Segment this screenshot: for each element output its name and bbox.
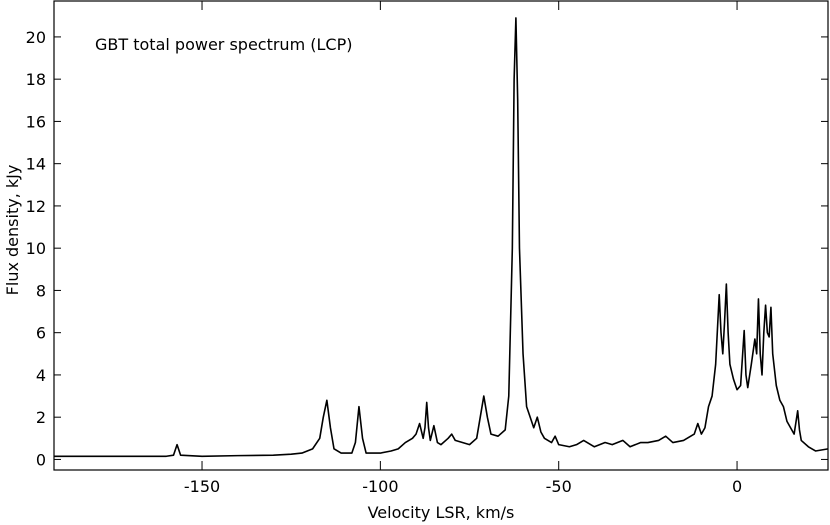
x-tick-label: -50 <box>546 477 572 496</box>
y-tick-label: 6 <box>36 324 46 343</box>
annotation: GBT total power spectrum (LCP) <box>95 35 352 54</box>
y-tick-label: 2 <box>36 408 46 427</box>
y-tick-label: 10 <box>26 239 46 258</box>
y-tick-label: 12 <box>26 197 46 216</box>
x-tick-label: -100 <box>362 477 398 496</box>
y-tick-label: 4 <box>36 366 46 385</box>
y-axis-label: Flux density, kJy <box>3 165 22 296</box>
x-tick-label: -150 <box>184 477 220 496</box>
y-tick-label: 14 <box>26 155 46 174</box>
x-axis-label: Velocity LSR, km/s <box>368 503 515 522</box>
y-tick-label: 18 <box>26 70 46 89</box>
y-tick-label: 8 <box>36 281 46 300</box>
y-tick-label: 0 <box>36 450 46 469</box>
plot-frame <box>53 0 829 471</box>
y-tick-label: 20 <box>26 28 46 47</box>
x-tick-label: 0 <box>732 477 742 496</box>
y-tick-label: 16 <box>26 112 46 131</box>
spectrum-line <box>54 17 829 458</box>
